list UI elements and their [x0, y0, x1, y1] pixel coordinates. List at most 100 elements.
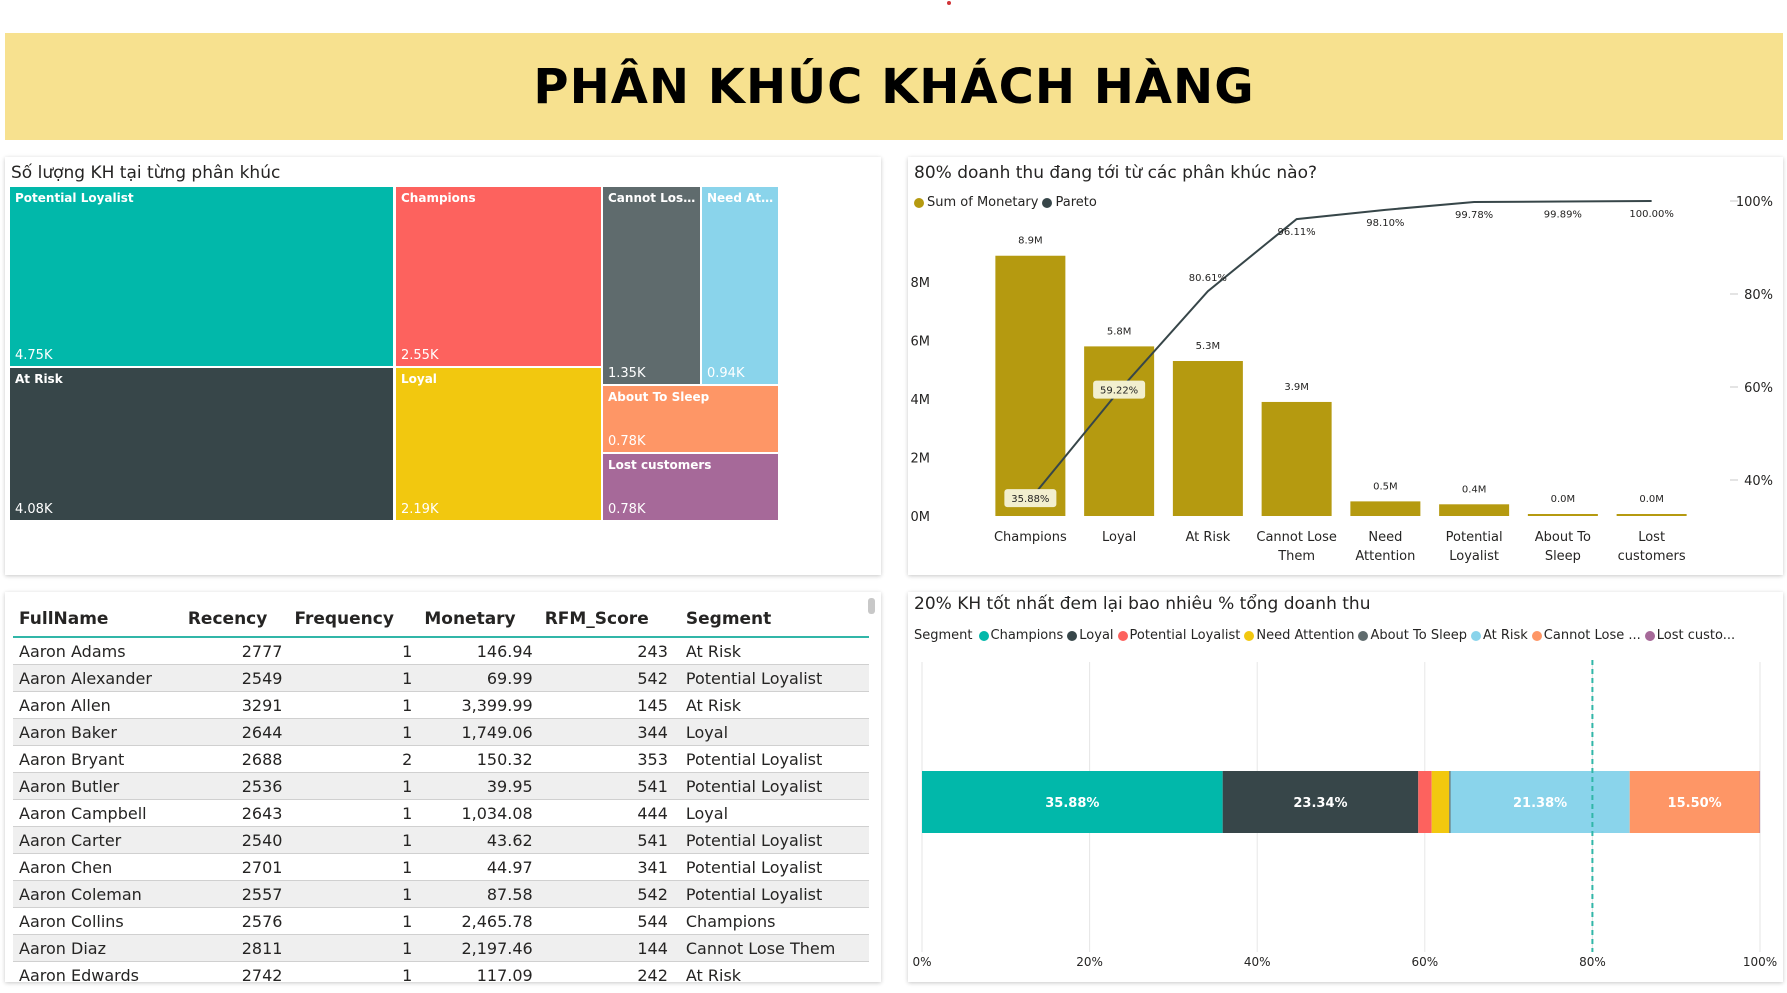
table-row[interactable]: Aaron Adams 2777 1 146.94 243 At Risk	[13, 637, 869, 665]
treemap-cell-about-to-sleep[interactable]: About To Sleep 0.78K	[603, 386, 778, 452]
x-axis-tick: Champions	[994, 530, 1067, 545]
treemap-card[interactable]: Số lượng KH tại từng phân khúc Potential…	[5, 157, 881, 575]
legend-dot	[1644, 630, 1655, 641]
treemap-cell-value: 2.19K	[401, 502, 439, 517]
column-header-frequency[interactable]: Frequency	[288, 602, 419, 638]
table-row[interactable]: Aaron Butler 2536 1 39.95 541 Potential Loyal…	[13, 772, 869, 800]
column-header-segment[interactable]: Segment	[673, 602, 869, 638]
legend-label: Champions	[990, 628, 1064, 643]
customer-table-card[interactable]: FullName Recency Frequency Monetary RFM_Scor…	[5, 592, 881, 982]
table-cell-recency: 2777	[181, 637, 289, 665]
y2-axis-tick: 100%	[1736, 195, 1773, 210]
x-axis-tick: Potential	[1446, 530, 1503, 545]
treemap-cell-label: Champions	[401, 191, 476, 205]
table-cell-recency: 2643	[181, 799, 289, 827]
table-row[interactable]: Aaron Campbell 2643 1 1,034.08 444 Loyal	[13, 799, 869, 827]
table-row[interactable]: Aaron Baker 2644 1 1,749.06 344 Loyal	[13, 718, 869, 746]
red-marker-dot	[947, 1, 951, 5]
table-cell-segment: Loyal	[673, 799, 869, 827]
table-cell-fullname: Aaron Campbell	[13, 799, 182, 827]
pareto-label-box	[1093, 380, 1146, 399]
table-row[interactable]: Aaron Carter 2540 1 43.62 541 Potential Loyal…	[13, 826, 869, 854]
table-row[interactable]: Aaron Collins 2576 1 2,465.78 544 Champions	[13, 907, 869, 935]
table-scrollbar[interactable]	[868, 598, 875, 614]
pareto-data-label: 59.22%	[1100, 386, 1138, 397]
table-cell-rfm-score: 444	[538, 799, 674, 827]
table-cell-rfm-score: 243	[538, 637, 674, 665]
table-cell-recency: 2688	[181, 745, 289, 773]
x-axis-tick: 0%	[912, 955, 931, 969]
table-cell-rfm-score: 145	[538, 691, 674, 719]
treemap-cell-need-att[interactable]: Need Att... 0.94K	[702, 187, 778, 384]
x-axis-tick: Attention	[1355, 549, 1415, 564]
treemap-cell-at-risk[interactable]: At Risk 4.08K	[10, 368, 393, 520]
pareto-chart: 0M 2M 4M 6M 8M 40% 60% 80% 100% 8.9M Champions 5.8M…	[911, 195, 1774, 564]
table-cell-monetary: 69.99	[418, 664, 539, 692]
bar-data-label: 0.4M	[1462, 484, 1487, 495]
pareto-data-label: 96.11%	[1278, 227, 1316, 238]
table-header-row: FullName Recency Frequency Monetary RFM_Scor…	[13, 602, 869, 638]
table-row[interactable]: Aaron Coleman 2557 1 87.58 542 Potential Loya…	[13, 880, 869, 908]
treemap-cell-champions[interactable]: Champions 2.55K	[396, 187, 601, 366]
treemap-cell-loyal[interactable]: Loyal 2.19K	[396, 368, 601, 520]
table-cell-rfm-score: 341	[538, 853, 674, 881]
table-cell-segment: Champions	[673, 907, 869, 935]
column-header-recency[interactable]: Recency	[181, 602, 289, 638]
treemap-cell-cannot-lose-th[interactable]: Cannot Lose Th... 1.35K	[603, 187, 700, 384]
table-cell-rfm-score: 542	[538, 664, 674, 692]
stacked-card[interactable]: 20% KH tốt nhất đem lại bao nhiêu % tổng…	[908, 592, 1783, 982]
table-cell-frequency: 1	[288, 718, 419, 746]
table-cell-fullname: Aaron Carter	[13, 826, 182, 854]
treemap-cell-value: 4.75K	[15, 348, 53, 363]
x-axis-tick: About To	[1535, 530, 1591, 545]
column-header-fullname[interactable]: FullName	[13, 602, 182, 638]
treemap-cell-label: About To Sleep	[608, 390, 710, 404]
table-cell-fullname: Aaron Edwards	[13, 961, 182, 982]
page-title: PHÂN KHÚC KHÁCH HÀNG	[533, 58, 1255, 115]
table-row[interactable]: Aaron Diaz 2811 1 2,197.46 144 Cannot Lose Th…	[13, 934, 869, 962]
pareto-legend: Sum of Monetary Pareto	[910, 195, 1097, 210]
bar-loyal	[1084, 346, 1155, 516]
x-axis-tick: 80%	[1579, 955, 1606, 969]
table-cell-fullname: Aaron Adams	[13, 637, 182, 665]
legend-dot	[1117, 630, 1128, 641]
table-row[interactable]: Aaron Allen 3291 1 3,399.99 145 At Risk	[13, 691, 869, 719]
bar-need-attention	[1350, 501, 1421, 516]
table-cell-monetary: 3,399.99	[418, 691, 539, 719]
customer-table[interactable]: FullName Recency Frequency Monetary RFM_Scor…	[13, 602, 869, 982]
column-header-rfm-score[interactable]: RFM_Score	[538, 602, 674, 638]
table-cell-segment: Cannot Lose Them	[673, 934, 869, 962]
table-cell-frequency: 1	[288, 961, 419, 982]
table-row[interactable]: Aaron Bryant 2688 2 150.32 353 Potential Loya…	[13, 745, 869, 773]
table-cell-monetary: 1,034.08	[418, 799, 539, 827]
y-axis-tick: 4M	[911, 393, 931, 408]
stacked-segment-cannot-lose-them	[1629, 771, 1760, 833]
treemap-cell-label: Loyal	[401, 372, 437, 386]
pareto-card[interactable]: 80% doanh thu đang tới từ các phân khúc …	[908, 157, 1783, 575]
treemap-cell-value: 4.08K	[15, 502, 53, 517]
treemap-cell-label: Lost customers	[608, 458, 712, 472]
bar-lost-customers	[1616, 514, 1687, 516]
table-cell-segment: Potential Loyalist	[673, 880, 869, 908]
table-cell-fullname: Aaron Allen	[13, 691, 182, 719]
table-row[interactable]: Aaron Chen 2701 1 44.97 341 Potential Loyalis…	[13, 853, 869, 881]
stacked-chart: 0% 20% 40% 60% 80% 100% 35.88% 23.34% 21.38% 15.5…	[912, 660, 1777, 969]
table-row[interactable]: Aaron Alexander 2549 1 69.99 542 Potential Lo…	[13, 664, 869, 692]
legend-dot	[978, 630, 989, 641]
pareto-label-box	[1004, 489, 1057, 508]
stacked-segment-champions	[922, 771, 1223, 833]
treemap-cell-value: 0.78K	[608, 434, 646, 449]
treemap-cell-label: Cannot Lose Th...	[608, 191, 696, 205]
table-cell-fullname: Aaron Bryant	[13, 745, 182, 773]
table-row[interactable]: Aaron Edwards 2742 1 117.09 242 At Risk	[13, 961, 869, 982]
treemap-cell-potential-loyalist[interactable]: Potential Loyalist 4.75K	[10, 187, 393, 366]
bar-data-label: 0.0M	[1551, 494, 1576, 505]
legend-dot-pareto	[1042, 197, 1053, 208]
column-header-monetary[interactable]: Monetary	[418, 602, 539, 638]
x-axis-tick: 60%	[1411, 955, 1438, 969]
table-cell-monetary: 150.32	[418, 745, 539, 773]
table-cell-recency: 2576	[181, 907, 289, 935]
table-cell-recency: 3291	[181, 691, 289, 719]
table-cell-fullname: Aaron Collins	[13, 907, 182, 935]
treemap-cell-lost-customers[interactable]: Lost customers 0.78K	[603, 454, 778, 520]
